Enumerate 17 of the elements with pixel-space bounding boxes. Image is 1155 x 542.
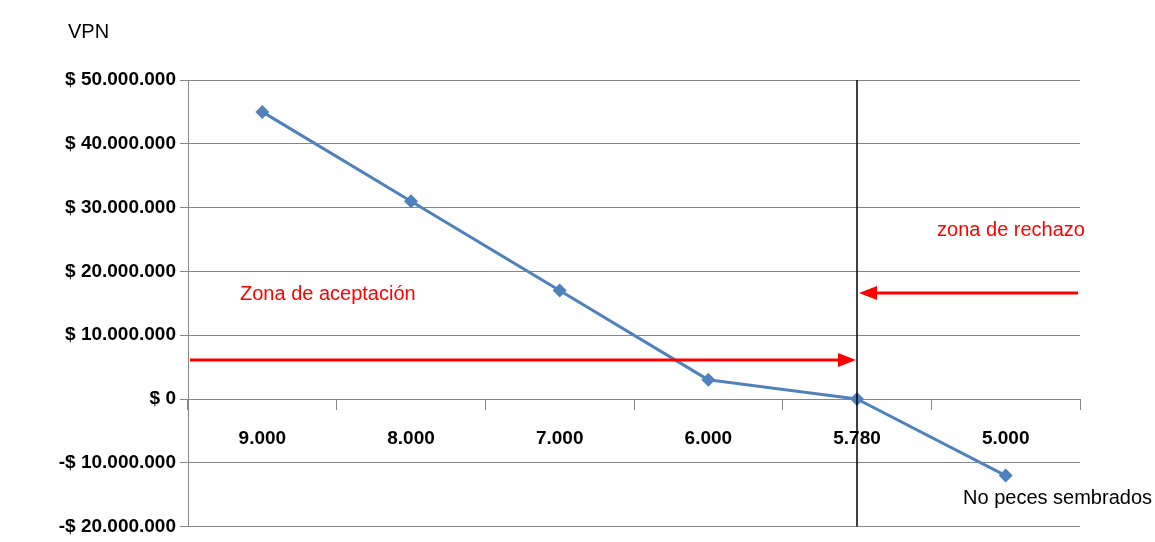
annotation: zona de rechazo [937, 217, 1085, 240]
x-tick-label: 5.000 [981, 426, 1030, 448]
y-tick-label: $ 50.000.000 [65, 68, 176, 90]
y-tick-label: $ 0 [149, 387, 176, 409]
x-tick-label: 6.000 [684, 426, 733, 448]
x-tick-label: 9.000 [238, 426, 287, 448]
y-tick-label: $ 40.000.000 [65, 132, 176, 154]
x-tick-label: 8.000 [387, 426, 435, 448]
y-axis-title: VPN [68, 19, 110, 42]
y-tick-label: -$ 20.000.000 [58, 514, 176, 536]
y-tick-label: $ 30.000.000 [65, 195, 176, 217]
y-tick-label: $ 10.000.000 [65, 323, 176, 345]
x-axis-title: No peces sembrados [963, 485, 1152, 508]
annotation: Zona de aceptación [240, 281, 416, 304]
x-tick-label: 7.000 [535, 426, 584, 448]
y-tick-label: $ 20.000.000 [65, 259, 176, 281]
y-tick-label: -$ 10.000.000 [58, 451, 176, 473]
